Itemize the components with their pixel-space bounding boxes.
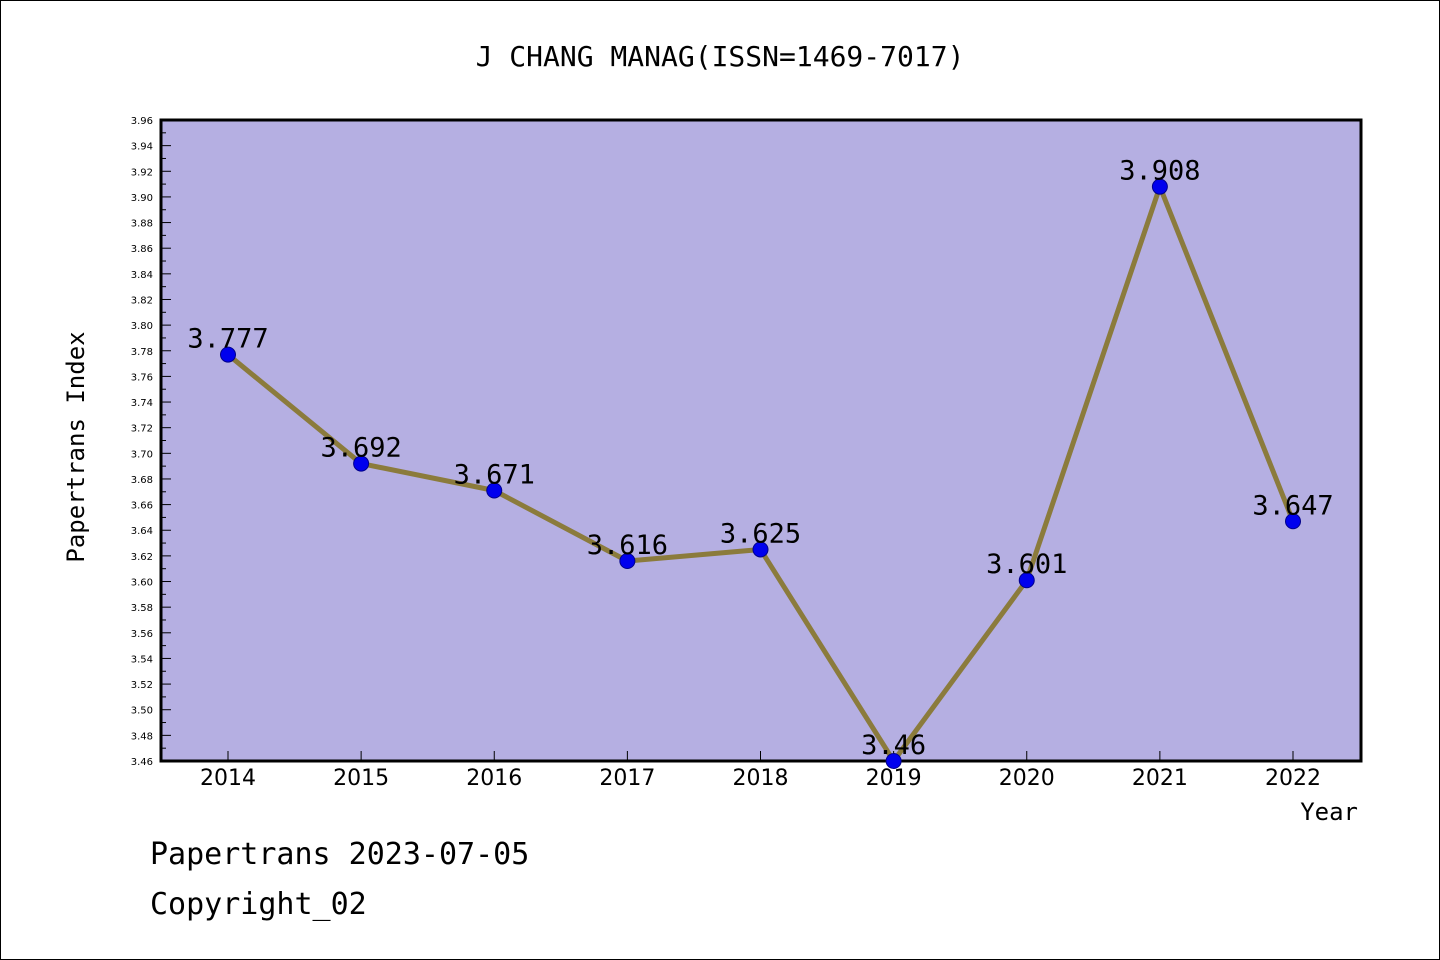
- x-tick-label: 2016: [466, 766, 522, 791]
- data-point: [220, 346, 236, 363]
- y-tick-label: 3.64: [131, 526, 153, 537]
- y-axis: 3.46 3.48 3.50 3.52 3.54 3.56 3.58 3.60 3.62 3.64…: [131, 116, 171, 768]
- y-tick-label: 3.88: [131, 219, 153, 230]
- y-tick-label: 3.72: [131, 424, 153, 435]
- y-tick-label: 3.68: [131, 475, 153, 486]
- data-point: [486, 482, 503, 499]
- data-label: 3.601: [986, 549, 1067, 580]
- y-tick-label: 3.56: [131, 629, 153, 640]
- y-tick-label: 3.46: [131, 757, 153, 768]
- y-tick-label: 3.86: [131, 244, 153, 255]
- x-tick-label: 2021: [1132, 766, 1188, 791]
- y-tick-label: 3.54: [131, 654, 153, 665]
- plot-area: [159, 118, 1363, 763]
- x-tick-label: 2017: [599, 766, 655, 791]
- data-point: [619, 553, 636, 570]
- data-label: 3.647: [1252, 490, 1333, 521]
- y-tick-label: 3.82: [131, 295, 153, 306]
- x-tick-label: 2015: [333, 766, 389, 791]
- footer-copyright-text: Copyright_02: [150, 887, 367, 922]
- y-tick-label: 3.62: [131, 552, 153, 563]
- y-tick-label: 3.76: [131, 372, 153, 383]
- data-label: 3.625: [720, 518, 801, 549]
- y-tick-label: 3.90: [131, 193, 153, 204]
- data-point: [1018, 572, 1035, 589]
- y-tick-label: 3.74: [131, 398, 153, 409]
- data-labels: 3.777 3.692 3.671 3.616 3.625 3.46 3.601 3.908 3…: [187, 156, 1333, 761]
- data-label: 3.908: [1119, 156, 1200, 187]
- y-tick-label: 3.94: [131, 142, 153, 153]
- series-points: [220, 178, 1301, 769]
- data-label: 3.692: [320, 433, 401, 464]
- data-point: [1151, 178, 1168, 195]
- data-label: 3.46: [861, 730, 926, 761]
- data-point: [885, 753, 902, 769]
- data-point: [353, 455, 370, 472]
- y-tick-label: 3.52: [131, 680, 153, 691]
- x-axis: 2014 2015 2016 2017 2018 2019 2020 2021 2022: [200, 751, 1321, 791]
- data-label: 3.671: [454, 459, 535, 490]
- data-label: 3.616: [587, 530, 668, 561]
- footer-date-text: Papertrans 2023-07-05: [150, 837, 529, 872]
- y-tick-label: 3.60: [131, 578, 153, 589]
- x-tick-label: 2019: [866, 766, 922, 791]
- data-point: [752, 541, 769, 558]
- x-tick-label: 2014: [200, 766, 256, 791]
- chart-title: J CHANG MANAG(ISSN=1469-7017): [476, 40, 965, 73]
- x-tick-label: 2022: [1265, 766, 1321, 791]
- y-tick-label: 3.92: [131, 167, 153, 178]
- y-tick-label: 3.80: [131, 321, 153, 332]
- y-tick-label: 3.78: [131, 347, 153, 358]
- data-point: [1285, 513, 1301, 530]
- x-tick-label: 2018: [733, 766, 789, 791]
- x-axis-label: Year: [1300, 798, 1358, 826]
- y-tick-label: 3.48: [131, 731, 153, 742]
- y-tick-label: 3.66: [131, 501, 153, 512]
- y-tick-label: 3.84: [131, 270, 153, 281]
- y-tick-label: 3.58: [131, 603, 153, 614]
- x-tick-label: 2020: [999, 766, 1055, 791]
- y-tick-label: 3.96: [131, 116, 153, 127]
- data-label: 3.777: [187, 324, 268, 355]
- y-axis-label: Papertrans Index: [62, 331, 90, 562]
- y-tick-label: 3.70: [131, 449, 153, 460]
- y-tick-label: 3.50: [131, 706, 153, 717]
